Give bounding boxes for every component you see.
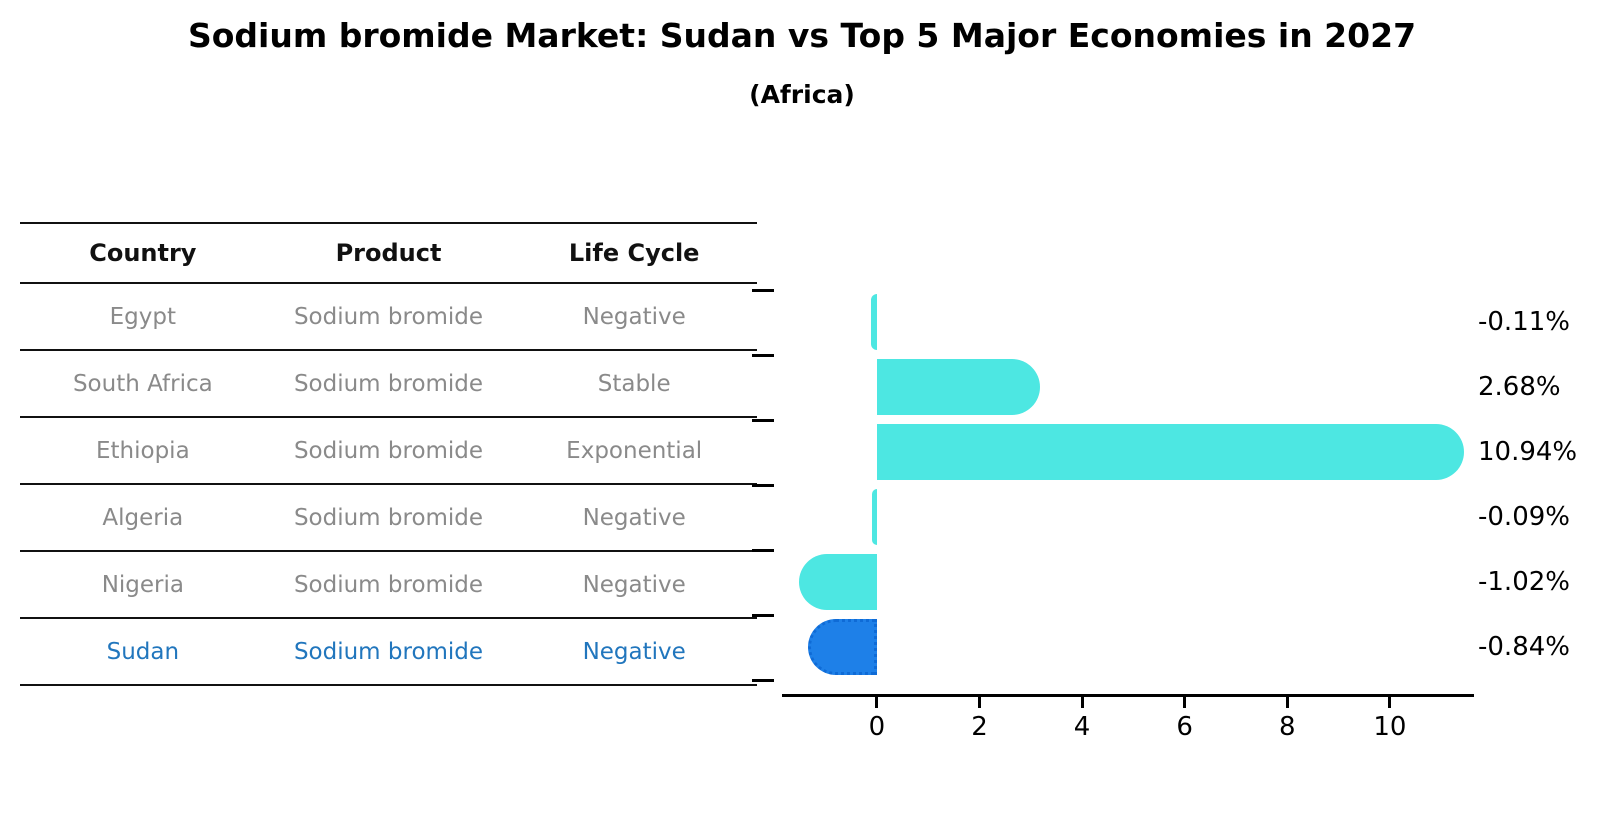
table-cell-product: Sodium bromide <box>293 303 484 330</box>
x-axis-tick-6 <box>1183 697 1187 708</box>
table-cell-country: Sudan <box>106 638 180 665</box>
x-axis-tick-2 <box>977 697 981 708</box>
bar-nigeria <box>798 554 877 610</box>
x-axis-tick-10 <box>1388 697 1392 708</box>
x-axis-tick-label-0: 0 <box>868 712 886 742</box>
chart-title: Sodium bromide Market: Sudan vs Top 5 Ma… <box>187 16 1417 55</box>
table-cell-country: Nigeria <box>101 571 184 598</box>
table-cell-product: Sodium bromide <box>293 504 484 531</box>
table-cell-product: Sodium bromide <box>293 638 484 665</box>
y-axis-tick <box>752 288 774 292</box>
table-cell-product: Sodium bromide <box>293 571 484 598</box>
x-axis-tick-8 <box>1285 697 1289 708</box>
table-cell-product: Sodium bromide <box>293 437 484 464</box>
table-cell-country: Egypt <box>109 303 177 330</box>
table-cell-life_cycle: Negative <box>582 504 686 531</box>
bar-sudan <box>807 619 877 675</box>
bar-egypt <box>871 294 877 350</box>
x-axis-tick-0 <box>875 697 879 708</box>
comparison-table: Country Product Life Cycle Egypt Sodium brom… <box>20 222 757 686</box>
table-cell-life_cycle: Negative <box>582 303 686 330</box>
y-axis-tick <box>752 613 774 617</box>
table-cell-life_cycle: Negative <box>582 571 686 598</box>
table-row-sudan: Sudan Sodium bromide Negative <box>20 619 757 686</box>
x-axis-tick-label-8: 8 <box>1278 712 1296 742</box>
y-axis-tick <box>752 548 774 552</box>
table-cell-life_cycle: Stable <box>597 370 671 397</box>
table-cell-life_cycle: Exponential <box>566 437 703 464</box>
bar-south-africa <box>876 359 1041 415</box>
table-header-life-cycle: Life Cycle <box>568 239 700 267</box>
y-axis-tick <box>752 483 774 487</box>
value-label-algeria: -0.09% <box>1478 502 1570 532</box>
table-row-ethiopia: Ethiopia Sodium bromide Exponential <box>20 418 757 485</box>
value-label-south-africa: 2.68% <box>1478 372 1561 402</box>
y-axis-tick <box>752 678 774 682</box>
table-row-algeria: Algeria Sodium bromide Negative <box>20 485 757 552</box>
bar-ethiopia <box>876 424 1465 480</box>
table-cell-life_cycle: Negative <box>582 638 686 665</box>
table-header-row: Country Product Life Cycle <box>20 224 757 284</box>
bar-plot: 0 2 4 6 8 10 <box>752 285 1474 742</box>
bar-algeria <box>872 489 877 545</box>
y-axis-tick <box>752 353 774 357</box>
x-axis-tick-label-10: 10 <box>1373 712 1407 742</box>
table-cell-country: Algeria <box>102 504 184 531</box>
x-axis-tick-label-4: 4 <box>1073 712 1091 742</box>
value-label-nigeria: -1.02% <box>1478 567 1570 597</box>
x-axis-tick-label-2: 2 <box>971 712 988 742</box>
value-label-ethiopia: 10.94% <box>1478 437 1578 467</box>
table-header-country: Country <box>89 239 197 267</box>
x-axis-line <box>782 694 1474 697</box>
y-axis-tick <box>752 418 774 422</box>
table-cell-country: South Africa <box>72 370 213 397</box>
table-row-egypt: Egypt Sodium bromide Negative <box>20 284 757 351</box>
x-axis-tick-label-6: 6 <box>1176 712 1193 742</box>
table-row-nigeria: Nigeria Sodium bromide Negative <box>20 552 757 619</box>
value-label-sudan: -0.84% <box>1478 632 1570 662</box>
chart-subtitle: (Africa) <box>749 80 855 109</box>
table-header-product: Product <box>335 239 442 267</box>
table-cell-product: Sodium bromide <box>293 370 484 397</box>
table-cell-country: Ethiopia <box>95 437 190 464</box>
x-axis-tick-4 <box>1080 697 1084 708</box>
value-label-egypt: -0.11% <box>1478 307 1570 337</box>
table-row-south-africa: South Africa Sodium bromide Stable <box>20 351 757 418</box>
